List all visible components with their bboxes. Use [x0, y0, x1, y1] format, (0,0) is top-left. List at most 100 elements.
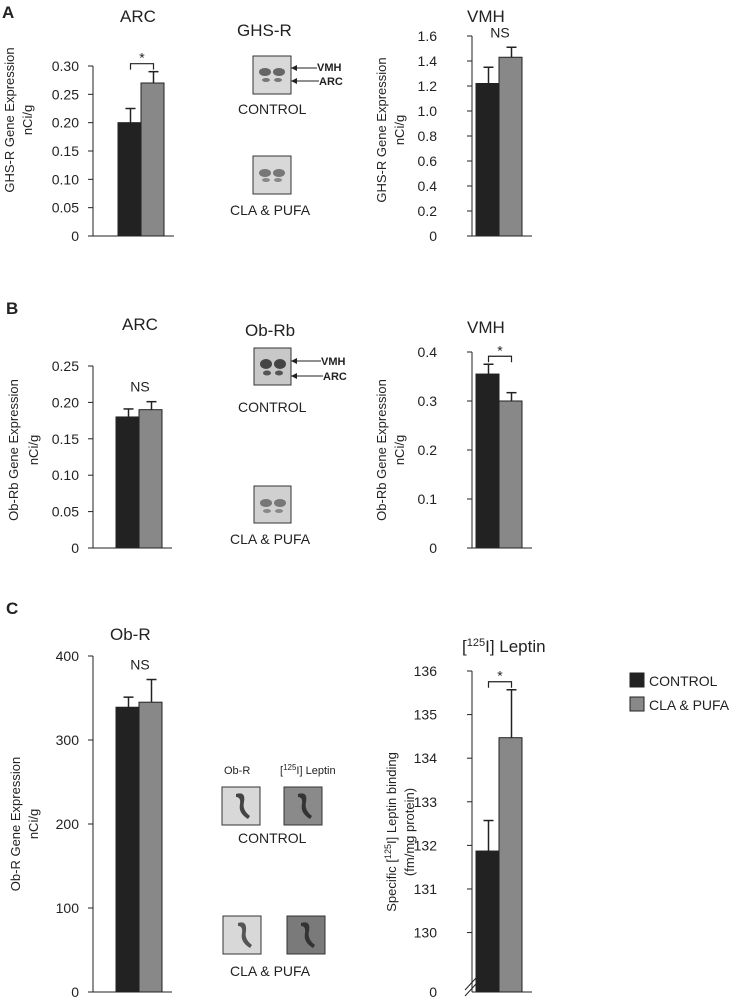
y-tick-label: 0.15 — [52, 143, 79, 159]
bar-cla-pufa — [498, 737, 523, 993]
y-tick-label: 0.05 — [52, 504, 79, 520]
blot-label-arc: ARC — [323, 371, 347, 383]
panel-letter-b: B — [6, 299, 18, 318]
y-tick-label: 300 — [56, 732, 80, 748]
blot-caption-treated: CLA & PUFA — [230, 963, 311, 979]
chart-a-arc: ARC GHS-R Gene Expression nCi/g 0 0.05 0.10 0.… — [2, 7, 174, 244]
y-tick-label: 1.6 — [418, 28, 438, 44]
y-tick-label: 136 — [414, 663, 438, 679]
bar-control — [115, 706, 140, 993]
chart-title: [125I] Leptin — [462, 637, 546, 656]
y-tick-label: 0 — [429, 228, 437, 244]
y-tick-label: 0 — [71, 984, 79, 1000]
chart-title: VMH — [467, 7, 505, 26]
chart-a-vmh: VMH GHS-R Gene Expression nCi/g 0 0.2 0.4 0.6 0… — [374, 7, 532, 244]
y-tick-label: 133 — [414, 794, 438, 810]
y-tick-label: 0.20 — [52, 394, 79, 410]
blot-image-c-leptin-control — [283, 786, 323, 826]
chart-title: ARC — [122, 315, 158, 334]
y-tick-label: 0 — [429, 540, 437, 556]
blot-caption-control: CONTROL — [238, 830, 307, 846]
y-tick-label: 0.4 — [418, 178, 438, 194]
blot-label-vmh: VMH — [317, 62, 342, 74]
bar-control — [115, 416, 140, 549]
bar-cla-pufa — [138, 409, 163, 549]
y-tick-label: 0.8 — [418, 128, 438, 144]
y-axis-unit: (fm/mg protein) — [402, 788, 417, 876]
blot-group-c: Ob-R [125I] Leptin CONTROL CLA & PUFA — [221, 763, 336, 979]
y-tick-label: 0 — [71, 228, 79, 244]
y-tick-label: 134 — [414, 750, 438, 766]
significance-marker: * — [497, 668, 503, 684]
y-axis-label: GHS-R Gene Expression — [2, 47, 17, 192]
blot-label-arc: ARC — [319, 76, 343, 88]
bar-control — [475, 83, 500, 237]
legend: CONTROL CLA & PUFA — [629, 672, 730, 713]
blot-image-a-treated — [252, 155, 292, 195]
y-tick-label: 132 — [414, 837, 438, 853]
blot-label-vmh: VMH — [321, 356, 346, 368]
blot-image-a-control — [252, 55, 292, 95]
y-tick-label: 131 — [414, 881, 438, 897]
y-tick-label: 0.3 — [418, 393, 438, 409]
significance-marker: * — [139, 50, 145, 66]
legend-swatch-control — [629, 672, 645, 688]
y-tick-label: 0.25 — [52, 86, 79, 102]
y-tick-label: 0.2 — [418, 203, 438, 219]
y-tick-label: 100 — [56, 900, 80, 916]
blot-image-b-control — [253, 347, 292, 386]
blot-header-obr: Ob-R — [224, 765, 250, 777]
y-tick-label: 1.4 — [418, 53, 438, 69]
chart-title: ARC — [120, 7, 156, 26]
y-tick-label: 135 — [414, 707, 438, 723]
y-tick-label-zero: 0 — [429, 984, 437, 1000]
y-axis-label: Ob-Rb Gene Expression — [374, 379, 389, 521]
y-tick-label: 0.05 — [52, 200, 79, 216]
bar-control — [117, 122, 142, 237]
chart-title: VMH — [467, 318, 505, 337]
y-axis-unit: nCi/g — [26, 809, 41, 839]
bar-cla-pufa — [138, 701, 163, 993]
y-axis-label: Ob-Rb Gene Expression — [6, 379, 21, 521]
chart-title: Ob-R — [110, 625, 151, 644]
y-tick-label: 0.30 — [52, 58, 79, 74]
chart-b-arc: ARC Ob-Rb Gene Expression nCi/g 0 0.05 0.10 0.… — [6, 315, 172, 556]
y-tick-label: 0.4 — [418, 344, 438, 360]
y-tick-label: 1.0 — [418, 103, 438, 119]
y-axis-unit: nCi/g — [392, 435, 407, 465]
legend-label-treated: CLA & PUFA — [649, 697, 730, 713]
blot-image-c-obr-control — [221, 786, 261, 826]
significance-marker: * — [497, 342, 503, 358]
blot-image-c-obr-treated — [222, 915, 262, 955]
axis-break-mark — [464, 977, 477, 991]
blot-image-b-treated — [253, 485, 292, 524]
chart-c-leptin-binding: [125I] Leptin Specific [125I] Leptin bind… — [383, 637, 546, 1000]
blot-caption-treated: CLA & PUFA — [230, 202, 311, 218]
blot-title-obrb: Ob-Rb — [245, 321, 295, 340]
y-tick-label: 0 — [71, 540, 79, 556]
y-tick-label: 0.1 — [418, 491, 438, 507]
blot-image-c-leptin-treated — [286, 915, 326, 955]
significance-bracket — [129, 63, 155, 70]
significance-bracket — [487, 355, 513, 363]
y-axis-unit: nCi/g — [26, 435, 41, 465]
bar-control — [475, 850, 500, 993]
significance-bracket — [487, 681, 513, 688]
y-tick-label: 200 — [56, 816, 80, 832]
y-tick-label: 0.15 — [52, 431, 79, 447]
blot-caption-control: CONTROL — [238, 399, 307, 415]
y-tick-label: 0.20 — [52, 115, 79, 131]
y-axis-label: Ob-R Gene Expression — [8, 757, 23, 891]
y-axis-unit: nCi/g — [392, 115, 407, 145]
y-tick-label: 0.6 — [418, 153, 438, 169]
y-axis-unit: nCi/g — [20, 105, 35, 135]
chart-c-obr: Ob-R Ob-R Gene Expression nCi/g 0 100 200 300 4… — [8, 625, 172, 1000]
y-tick-label: 1.2 — [418, 78, 438, 94]
blot-caption-control: CONTROL — [238, 101, 307, 117]
panel-letter-a: A — [2, 3, 14, 22]
legend-label-control: CONTROL — [649, 673, 718, 689]
panel-letter-c: C — [6, 599, 18, 618]
blot-group-b: Ob-Rb VMH ARC CONTROL CLA & PUFA — [230, 321, 347, 547]
significance-marker: NS — [490, 24, 509, 40]
